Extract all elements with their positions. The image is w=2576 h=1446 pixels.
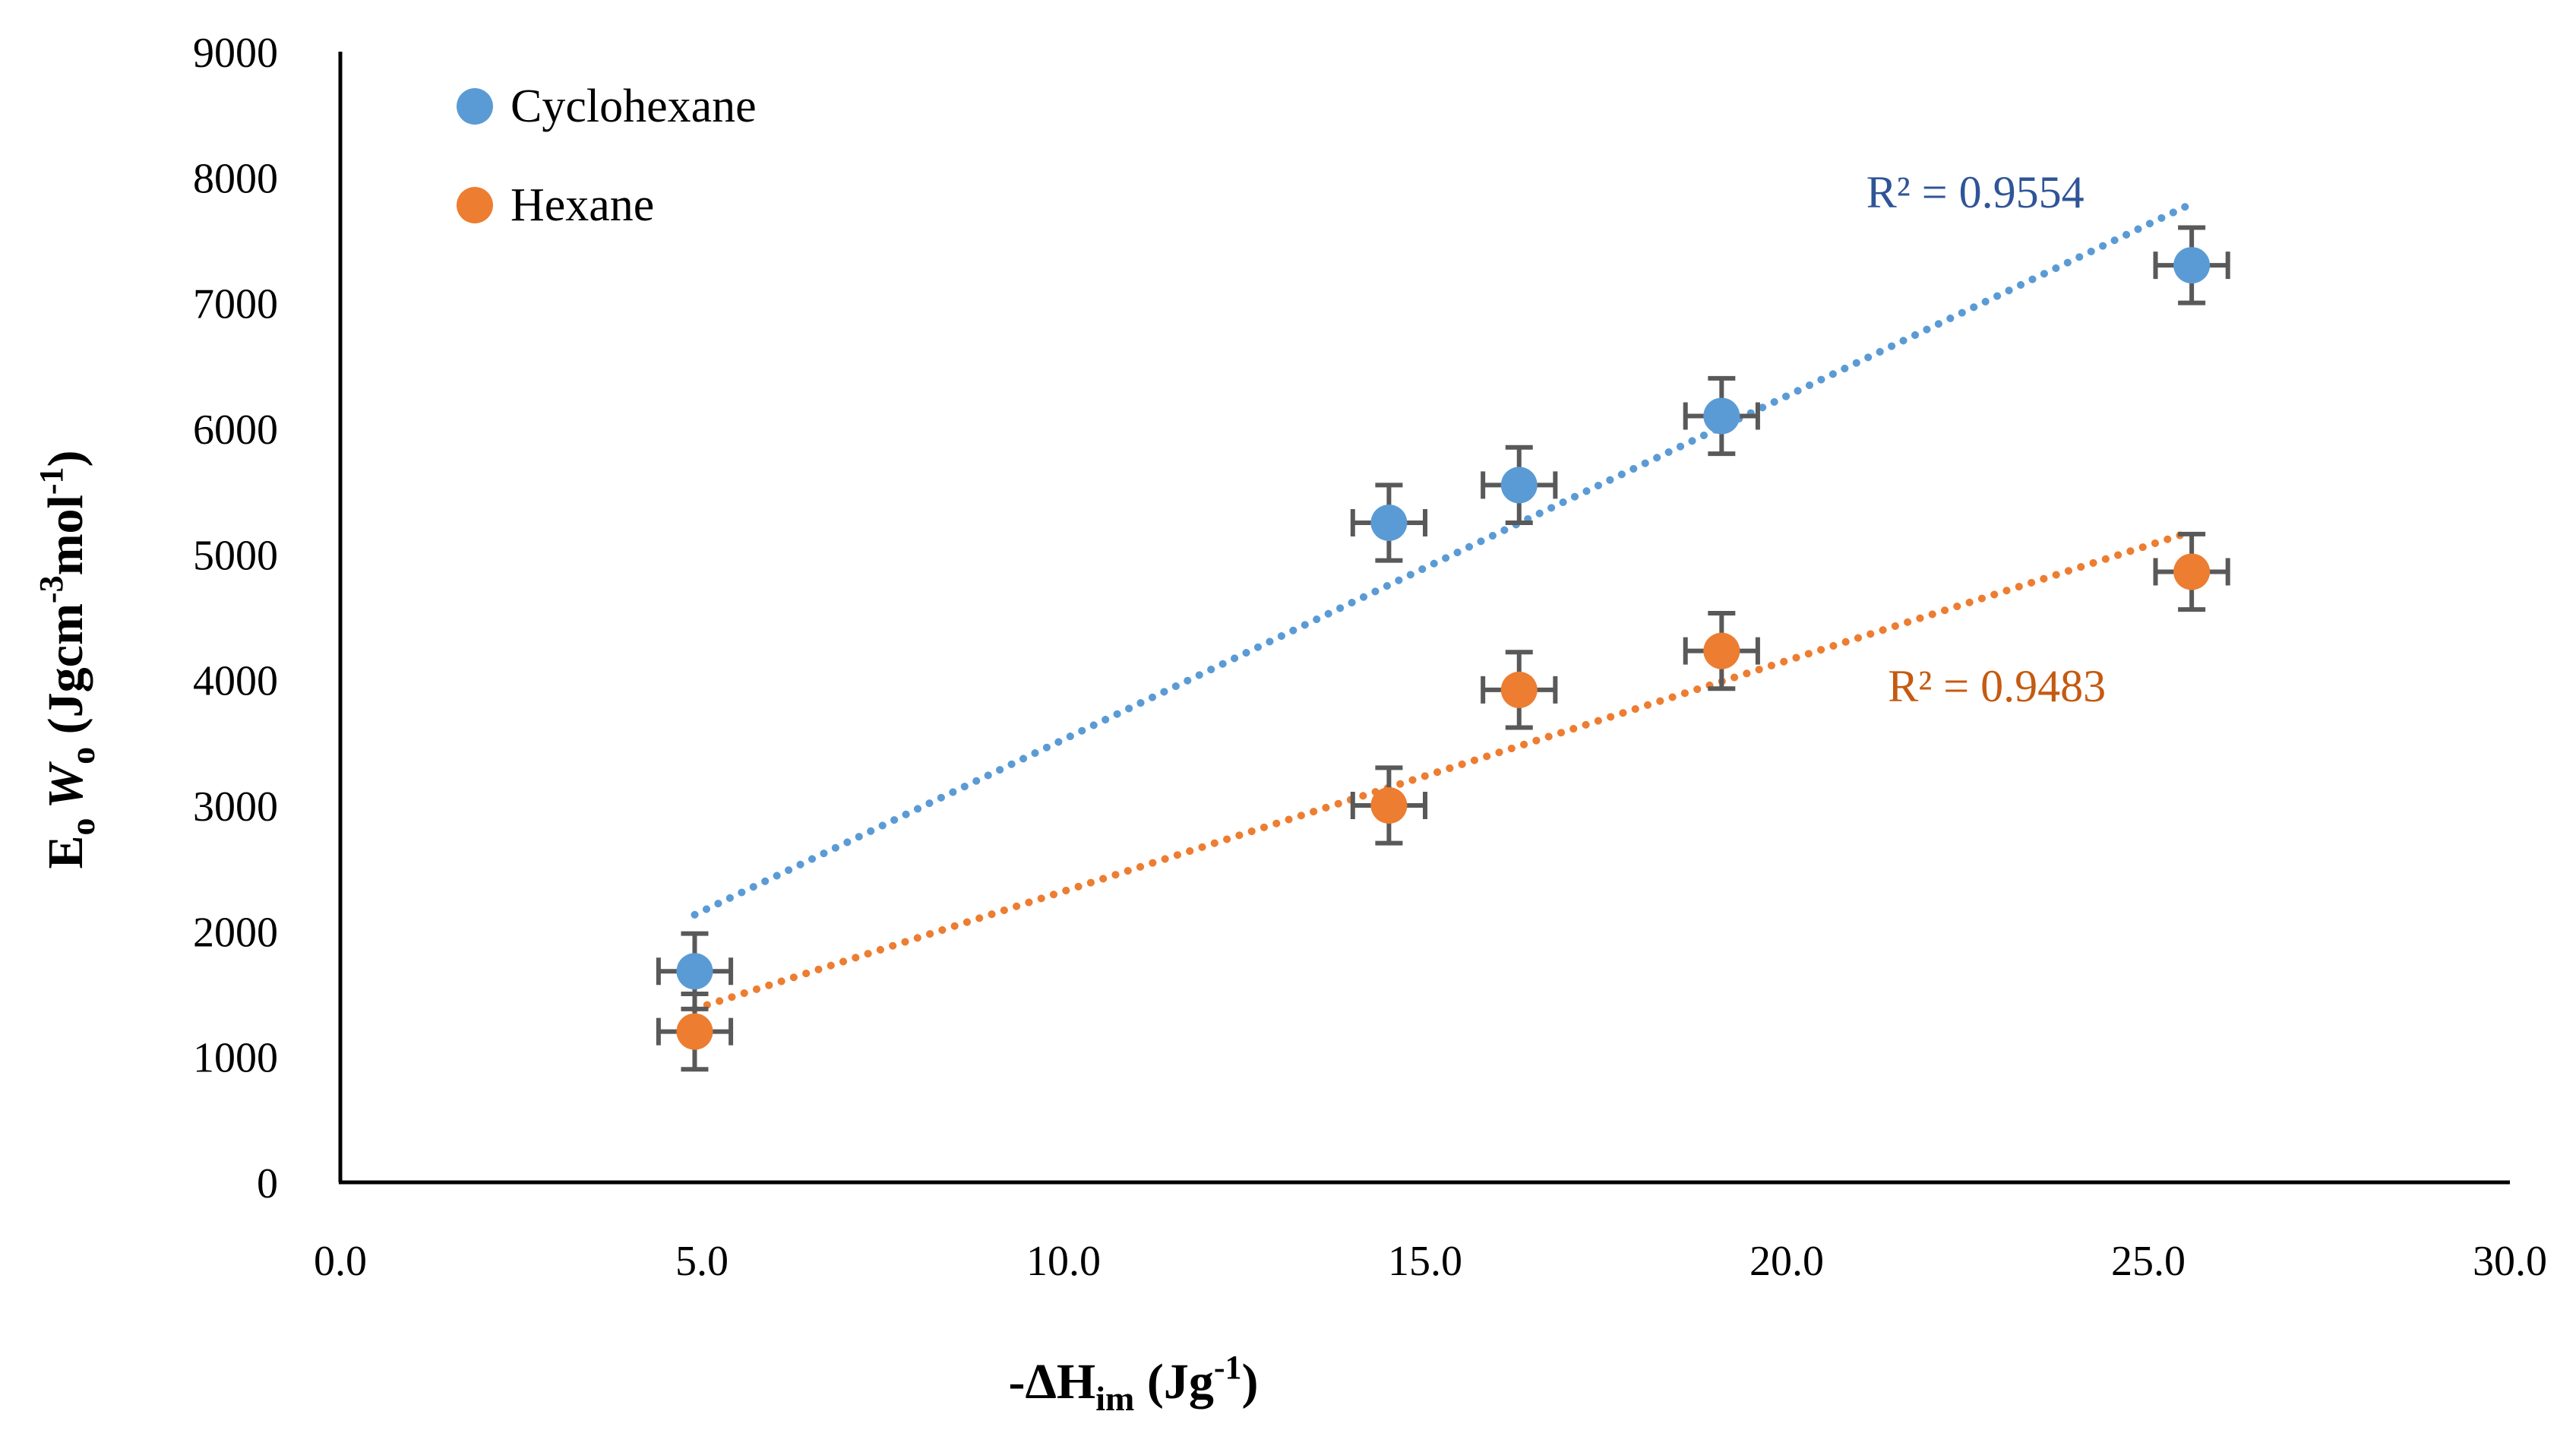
y-tick-label: 5000 [193, 532, 278, 579]
x-axis-title: -ΔHim (Jg-1) [1009, 1349, 1259, 1418]
cyclohexane-data-point [2173, 247, 2211, 284]
hexane-trendline [691, 527, 2196, 1013]
hexane-legend-marker [457, 187, 493, 223]
cyclohexane-data-point [676, 953, 713, 990]
y-tick-label: 7000 [193, 281, 278, 328]
axes [338, 52, 2510, 1185]
cyclohexane-data-point [1370, 505, 1408, 541]
y-tick-label: 9000 [193, 30, 278, 77]
x-tick-label: 30.0 [2473, 1238, 2547, 1285]
trendlines [691, 200, 2196, 1013]
cyclohexane-legend-label: Cyclohexane [510, 81, 757, 132]
legend: Cyclohexane Hexane [457, 81, 757, 231]
x-tick-label: 15.0 [1388, 1238, 1462, 1285]
y-tick-label: 6000 [193, 407, 278, 454]
cyclohexane-r-squared-label: R² = 0.9554 [1866, 167, 2085, 217]
y-tick-label: 0 [257, 1160, 278, 1207]
y-tick-label: 4000 [193, 658, 278, 705]
hexane-data-point [1370, 787, 1408, 824]
x-tick-label: 20.0 [1749, 1238, 1824, 1285]
hexane-data-point [2173, 553, 2211, 590]
x-tick-label: 25.0 [2111, 1238, 2186, 1285]
cyclohexane-trendline [691, 200, 2196, 919]
cyclohexane-legend-marker [457, 88, 493, 125]
x-tick-label: 0.0 [314, 1238, 367, 1285]
hexane-legend-label: Hexane [510, 179, 654, 231]
x-tick-label: 5.0 [675, 1238, 729, 1285]
data-points [676, 247, 2211, 1050]
hexane-data-point [1500, 671, 1538, 708]
r-squared-labels: R² = 0.9554 R² = 0.9483 [1866, 167, 2106, 711]
y-tick-label: 3000 [193, 783, 278, 831]
y-tick-label: 2000 [193, 909, 278, 956]
hexane-data-point [676, 1013, 713, 1050]
x-tick-label: 10.0 [1026, 1238, 1101, 1285]
tick-labels: 0.0 5.0 10.0 15.0 20.0 25.0 30.0 0 1000 2000 3000 4… [193, 30, 2547, 1285]
hexane-r-squared-label: R² = 0.9483 [1888, 661, 2106, 711]
cyclohexane-data-point [1500, 467, 1538, 504]
cyclohexane-data-point [1703, 397, 1740, 435]
y-tick-label: 1000 [193, 1035, 278, 1082]
y-axis-title: EoWo (Jgcm-3mol-1) [33, 450, 102, 869]
hexane-data-point [1703, 632, 1740, 669]
y-tick-label: 8000 [193, 155, 278, 202]
